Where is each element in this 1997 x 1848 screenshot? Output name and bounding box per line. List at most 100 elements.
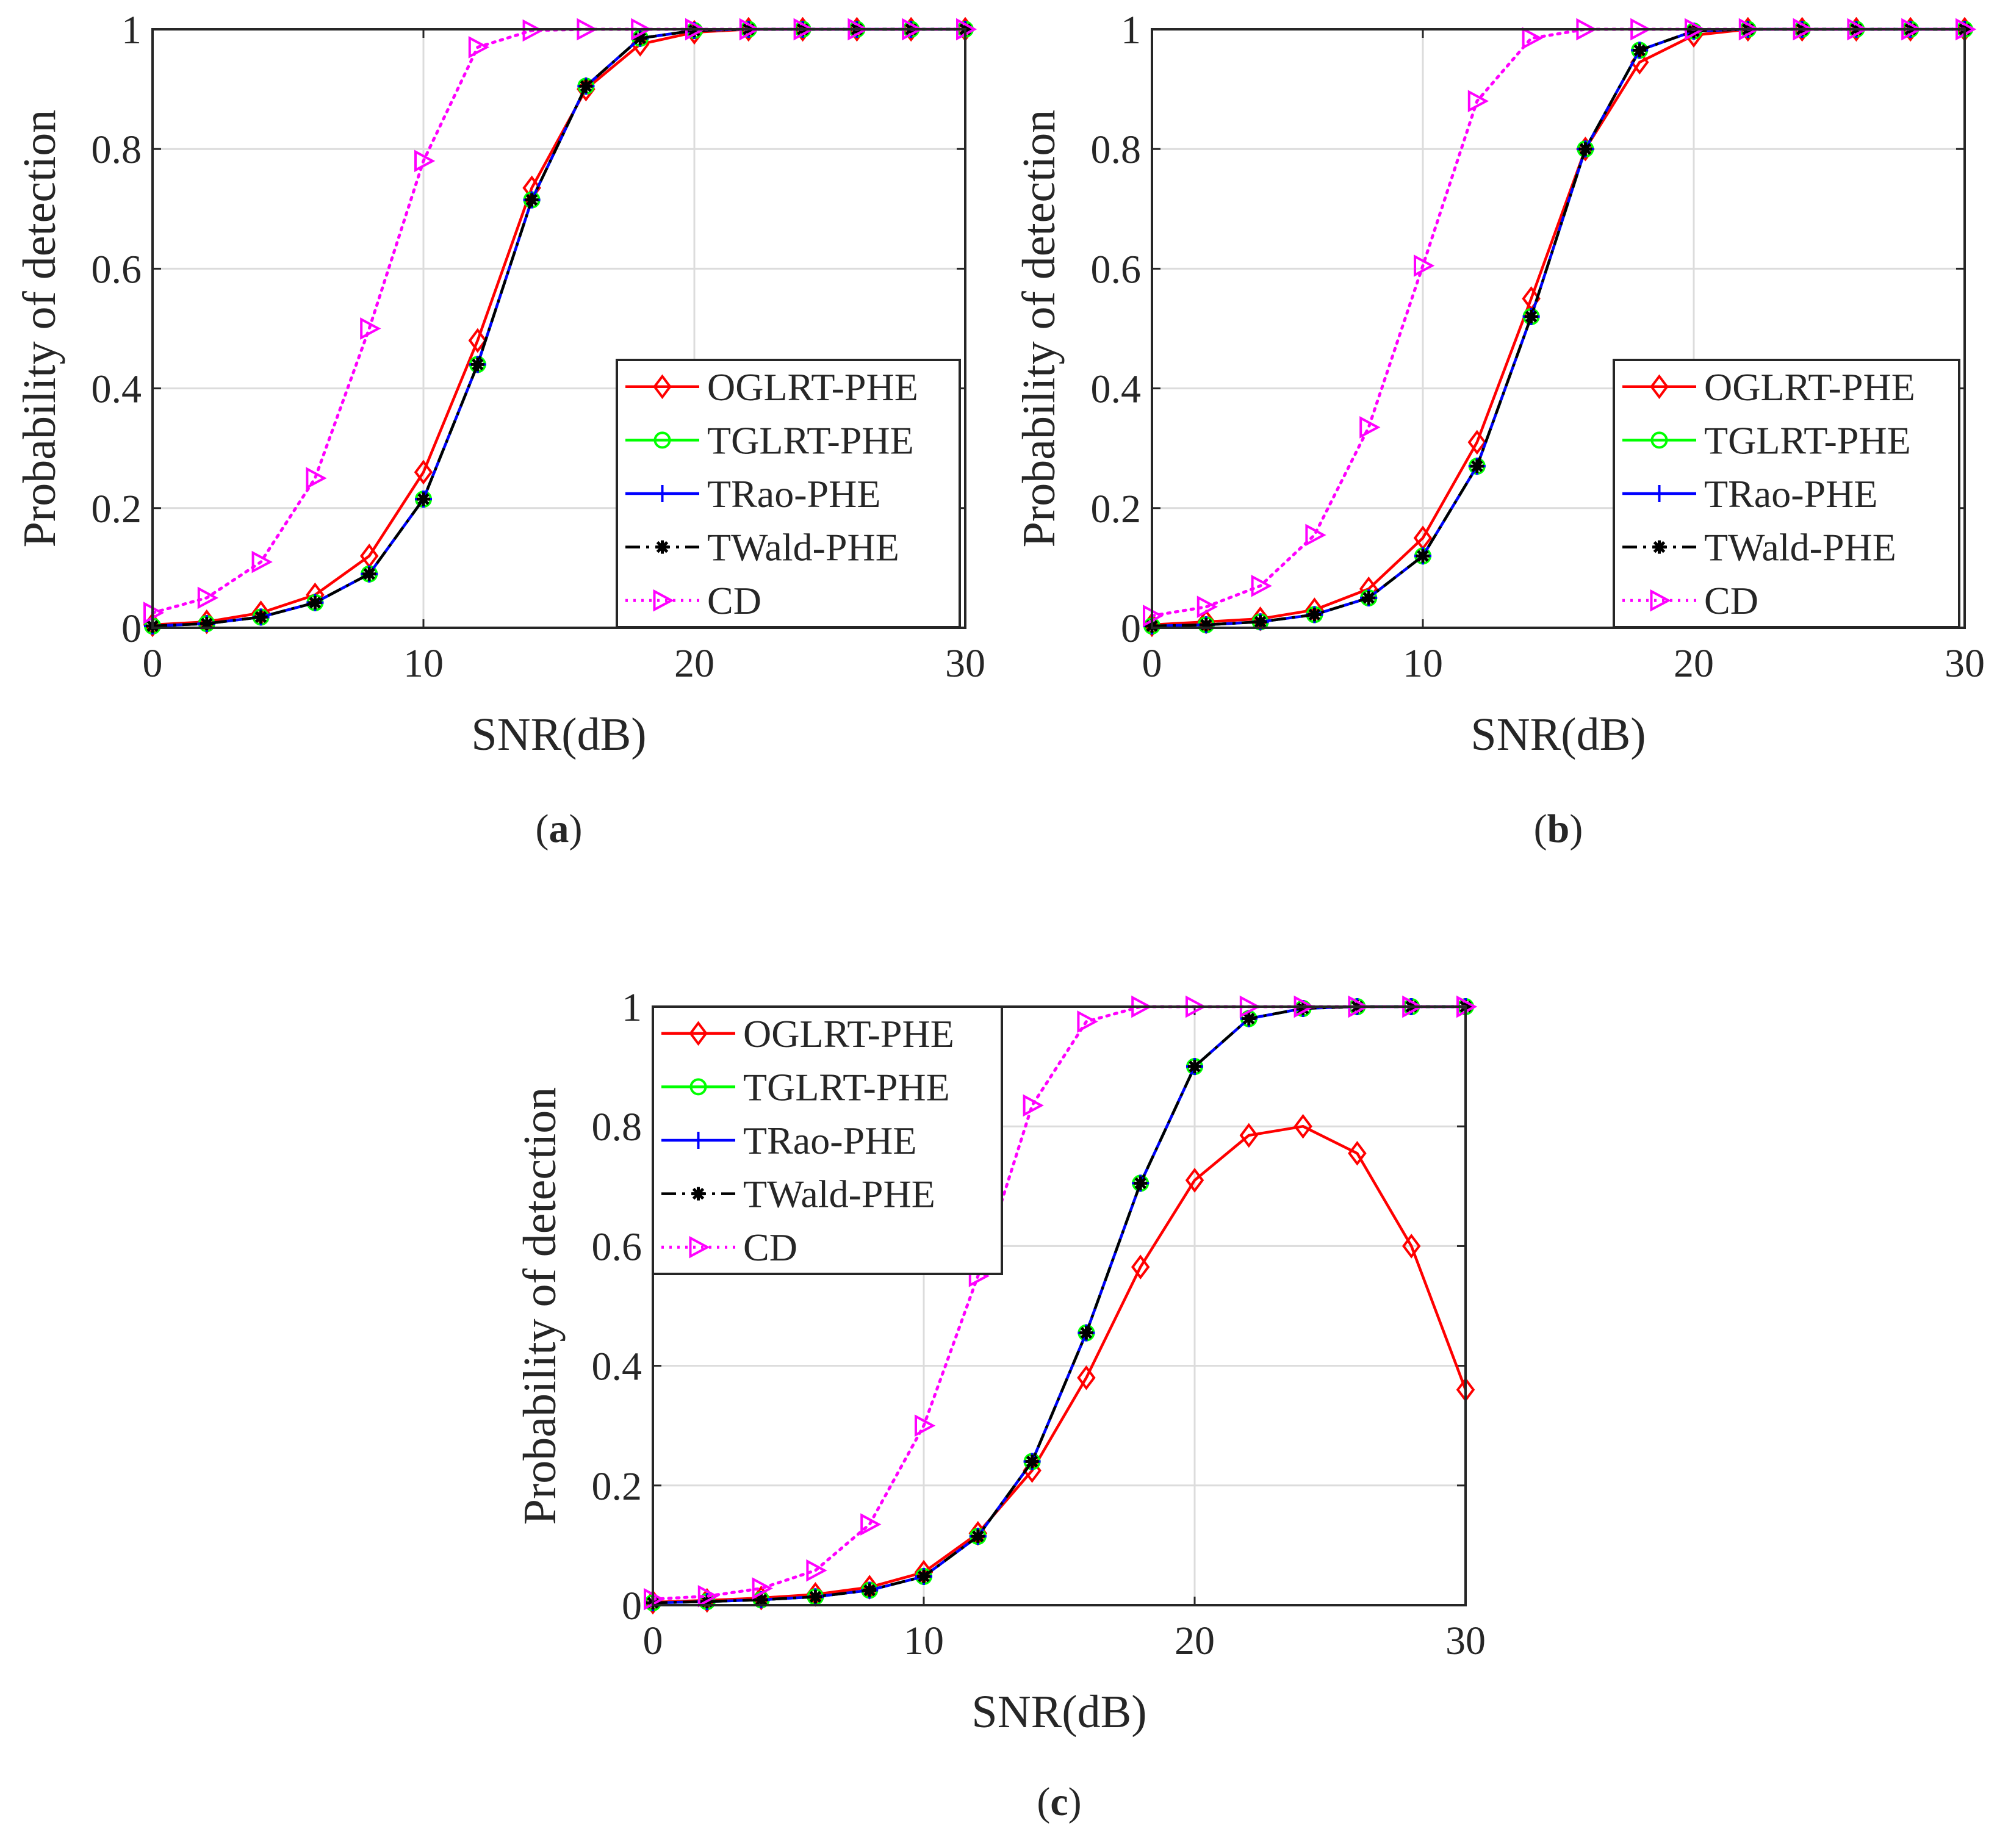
y-tick-label: 1	[1121, 8, 1141, 52]
legend: OGLRT-PHE TGLRT-PHE TRao-PHE TWald-PHE CD	[616, 359, 961, 628]
y-tick-label: 0.8	[592, 1105, 642, 1149]
legend: OGLRT-PHE TGLRT-PHE TRao-PHE TWald-PHE CD	[652, 1005, 1003, 1275]
data-point-TWald-PHE	[1134, 1176, 1148, 1190]
y-tick-label: 0	[121, 606, 142, 651]
legend-label-CD: CD	[707, 579, 761, 622]
data-point-OGLRT-PHE	[1348, 1141, 1367, 1166]
data-point-CD	[915, 1414, 936, 1437]
legend-label-TRao-PHE: TRao-PHE	[707, 472, 880, 516]
legend-label-OGLRT-PHE: OGLRT-PHE	[743, 1012, 954, 1055]
legend-marker-TWald-PHE	[691, 1187, 705, 1201]
x-tick-label: 10	[403, 641, 444, 686]
data-point-TWald-PHE	[917, 1569, 930, 1583]
x-tick-label: 30	[1945, 641, 1985, 686]
data-point-OGLRT-PHE	[1185, 1168, 1204, 1193]
x-tick-label: 20	[674, 641, 714, 686]
data-point-TWald-PHE	[470, 358, 484, 372]
legend-marker-TWald-PHE	[1652, 540, 1666, 554]
data-point-OGLRT-PHE	[468, 328, 488, 353]
data-point-TWald-PHE	[754, 1593, 768, 1607]
y-tick-label: 0.6	[1091, 247, 1142, 292]
data-point-OGLRT-PHE	[630, 32, 650, 57]
data-point-CD	[1251, 574, 1272, 597]
series-line-OGLRT-PHE	[652, 1124, 1467, 1604]
y-tick-label: 0	[622, 1584, 642, 1628]
y-tick-label: 0.6	[592, 1224, 642, 1269]
data-point-CD	[251, 550, 273, 573]
y-tick-label: 1	[622, 985, 642, 1030]
data-point-TWald-PHE	[200, 617, 214, 631]
y-tick-label: 0.4	[592, 1345, 642, 1389]
axes-frame	[151, 28, 966, 629]
panel-label: (a)	[536, 807, 583, 851]
x-axis-label: SNR(dB)	[971, 1686, 1146, 1738]
y-tick-label: 0.2	[592, 1464, 642, 1509]
y-axis-label: Probability of detection	[1013, 110, 1065, 548]
data-point-CD	[752, 1577, 773, 1600]
data-point-CD	[1522, 27, 1543, 50]
legend-label-TGLRT-PHE: TGLRT-PHE	[707, 419, 914, 462]
data-point-TWald-PHE	[1242, 1012, 1256, 1026]
data-point-TWald-PHE	[1253, 615, 1267, 629]
y-tick-label: 0.2	[1091, 487, 1142, 531]
data-point-CD	[1305, 523, 1326, 547]
x-axis-label: SNR(dB)	[1470, 709, 1646, 760]
y-tick-label: 0.4	[1091, 367, 1142, 412]
panel-label: (c)	[1037, 1780, 1081, 1824]
data-point-TWald-PHE	[1687, 24, 1700, 38]
legend-label-TWald-PHE: TWald-PHE	[1704, 526, 1896, 569]
x-axis-label: SNR(dB)	[471, 709, 646, 760]
x-tick-label: 0	[143, 641, 163, 686]
legend: OGLRT-PHE TGLRT-PHE TRao-PHE TWald-PHE CD	[1613, 359, 1960, 628]
data-point-OGLRT-PHE	[1467, 430, 1487, 455]
legend-label-TGLRT-PHE: TGLRT-PHE	[1704, 419, 1911, 462]
legend-marker-TGLRT-PHE	[689, 1078, 707, 1096]
data-point-TWald-PHE	[863, 1583, 877, 1597]
chart-b: 0 10 20 30 0 0.2 0.4 0.6 0.8 1 SNR(dB) Probability …	[1013, 8, 1985, 851]
legend-label-TWald-PHE: TWald-PHE	[743, 1173, 935, 1216]
data-point-TWald-PHE	[1578, 142, 1592, 156]
y-tick-label: 0	[1121, 606, 1141, 651]
data-point-CD	[860, 1513, 882, 1536]
data-point-CD	[697, 1584, 719, 1608]
legend-marker-TGLRT-PHE	[1650, 431, 1668, 449]
legend-marker-TRao-PHE	[1650, 485, 1668, 502]
data-point-OGLRT-PHE	[1239, 1123, 1259, 1148]
legend-marker-CD	[689, 1235, 710, 1259]
data-point-CD	[306, 467, 327, 490]
axes-frame	[652, 1005, 1467, 1606]
chart-c: 0 10 20 30 0 0.2 0.4 0.6 0.8 1 SNR(dB) Probability …	[514, 985, 1486, 1824]
legend-label-TWald-PHE: TWald-PHE	[707, 526, 899, 569]
data-point-TWald-PHE	[808, 1590, 822, 1604]
data-point-TWald-PHE	[1296, 1001, 1310, 1015]
legend-marker-OGLRT-PHE	[1650, 374, 1669, 400]
legend-label-OGLRT-PHE: OGLRT-PHE	[1704, 365, 1915, 409]
x-tick-label: 20	[1674, 641, 1714, 686]
legend-marker-TRao-PHE	[689, 1132, 707, 1149]
data-point-TWald-PHE	[362, 567, 376, 581]
y-tick-label: 0.8	[92, 128, 142, 172]
x-tick-label: 30	[1445, 1619, 1486, 1663]
x-tick-label: 10	[1403, 641, 1443, 686]
data-point-CD	[1023, 1094, 1044, 1117]
x-tick-label: 20	[1175, 1619, 1215, 1663]
data-point-CD	[1414, 254, 1435, 277]
data-point-CD	[468, 36, 490, 59]
x-tick-label: 30	[945, 641, 985, 686]
data-point-CD	[1196, 595, 1218, 619]
legend-label-TRao-PHE: TRao-PHE	[1704, 472, 1877, 516]
legend-label-TGLRT-PHE: TGLRT-PHE	[743, 1065, 950, 1109]
data-point-TWald-PHE	[579, 79, 593, 93]
data-point-OGLRT-PHE	[1294, 1113, 1312, 1139]
data-point-TWald-PHE	[1025, 1454, 1039, 1469]
legend-label-CD: CD	[743, 1226, 797, 1269]
data-point-TWald-PHE	[1079, 1326, 1093, 1340]
legend-label-TRao-PHE: TRao-PHE	[743, 1119, 916, 1162]
legend-marker-OGLRT-PHE	[689, 1021, 708, 1046]
y-tick-label: 0.4	[92, 367, 142, 412]
panel-label: (b)	[1534, 807, 1583, 851]
y-axis-label: Probability of detection	[14, 110, 65, 548]
data-point-TWald-PHE	[633, 31, 647, 45]
data-point-TWald-PHE	[971, 1530, 985, 1544]
